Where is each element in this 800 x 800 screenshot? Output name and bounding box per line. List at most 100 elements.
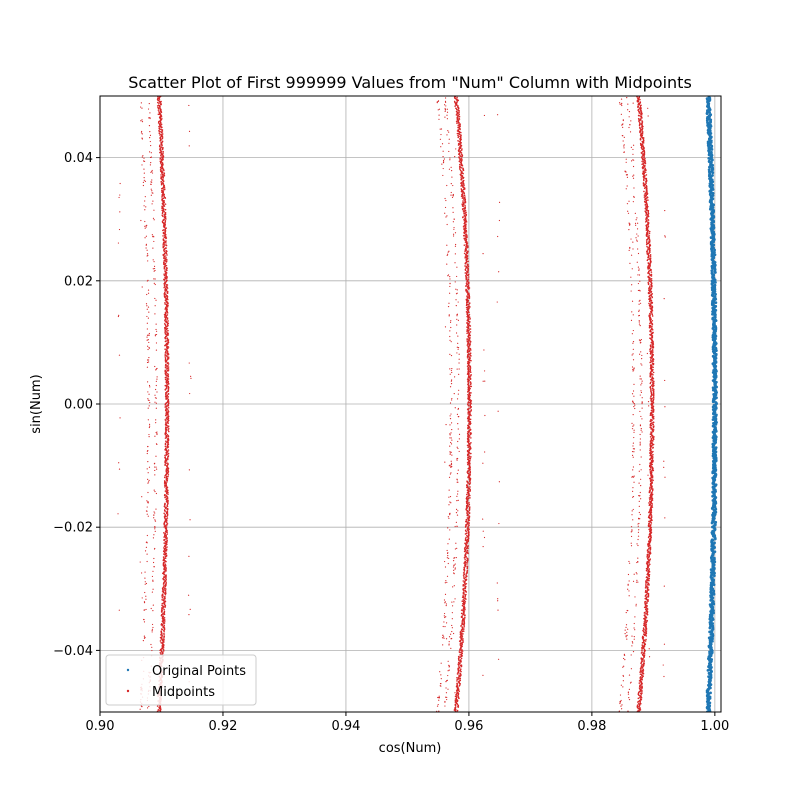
data-point <box>151 203 153 205</box>
data-point <box>154 474 156 476</box>
data-point <box>711 347 715 351</box>
data-point <box>165 548 168 551</box>
data-point <box>456 132 459 135</box>
data-point <box>449 368 451 370</box>
data-point <box>188 614 190 616</box>
data-point <box>166 327 169 330</box>
data-point <box>496 301 498 303</box>
data-point <box>165 470 168 473</box>
data-point <box>143 179 145 181</box>
data-point <box>465 518 468 521</box>
data-point <box>164 203 167 205</box>
data-point <box>450 460 452 462</box>
data-point <box>448 250 450 252</box>
data-point <box>648 577 651 580</box>
data-point <box>162 238 165 240</box>
data-point <box>454 706 457 709</box>
data-point <box>147 472 149 474</box>
data-point <box>455 305 457 307</box>
data-point <box>451 624 453 627</box>
data-point <box>162 588 164 591</box>
data-point <box>163 188 166 190</box>
data-point <box>157 109 160 111</box>
data-point <box>444 625 446 628</box>
data-point <box>448 315 450 317</box>
data-point <box>165 574 167 576</box>
data-point <box>469 328 472 330</box>
data-point <box>444 616 446 619</box>
data-point <box>460 668 462 670</box>
data-point <box>440 146 442 148</box>
data-point <box>442 150 444 152</box>
data-point <box>449 373 451 375</box>
data-point <box>455 107 457 110</box>
data-point <box>188 104 190 107</box>
data-point <box>448 476 451 478</box>
data-point <box>456 266 458 268</box>
data-point <box>163 610 166 613</box>
data-point <box>165 421 167 424</box>
data-point <box>453 557 455 559</box>
data-point <box>156 101 159 104</box>
data-point <box>155 402 157 404</box>
data-point <box>148 356 150 359</box>
data-point <box>145 608 147 611</box>
data-point <box>455 120 458 123</box>
data-point <box>117 242 120 244</box>
data-point <box>451 618 453 620</box>
data-point <box>153 265 156 267</box>
series-original-points <box>705 96 718 712</box>
data-point <box>444 601 446 603</box>
data-point <box>447 274 450 276</box>
data-point <box>467 260 469 263</box>
data-point <box>450 432 452 434</box>
data-point <box>163 273 165 275</box>
data-point <box>159 640 162 642</box>
data-point <box>450 451 452 453</box>
data-point <box>118 196 120 199</box>
data-point <box>153 278 155 280</box>
data-point <box>643 662 645 664</box>
data-point <box>167 455 170 457</box>
data-point <box>445 622 448 624</box>
data-point <box>458 115 461 118</box>
data-point <box>163 476 166 479</box>
data-point <box>458 358 460 360</box>
data-point <box>710 538 714 542</box>
data-point <box>449 159 451 161</box>
data-point <box>458 450 460 453</box>
data-point <box>648 563 651 566</box>
data-point <box>160 628 163 630</box>
data-point <box>640 673 643 676</box>
data-point <box>465 593 467 596</box>
data-point <box>450 183 452 185</box>
data-point <box>711 354 715 358</box>
data-point <box>148 117 150 119</box>
data-point <box>456 459 458 461</box>
data-point <box>161 644 164 647</box>
data-point <box>166 457 169 459</box>
data-point <box>457 335 459 337</box>
data-point <box>460 664 463 666</box>
data-point <box>456 315 458 317</box>
data-point <box>167 356 170 358</box>
data-point <box>462 583 465 586</box>
data-point <box>157 113 160 116</box>
data-point <box>147 279 149 281</box>
data-point <box>160 623 163 625</box>
data-point <box>152 537 155 539</box>
data-point <box>445 616 447 618</box>
data-point <box>166 254 168 256</box>
data-point <box>154 297 156 300</box>
data-point <box>164 395 167 398</box>
data-point <box>448 131 450 133</box>
data-point <box>457 457 459 460</box>
data-point <box>165 581 167 583</box>
data-point <box>148 334 150 336</box>
data-point <box>140 106 142 108</box>
data-point <box>164 302 166 304</box>
data-point <box>153 209 155 211</box>
data-point <box>188 145 190 147</box>
data-point <box>464 206 466 208</box>
data-point <box>160 637 163 640</box>
